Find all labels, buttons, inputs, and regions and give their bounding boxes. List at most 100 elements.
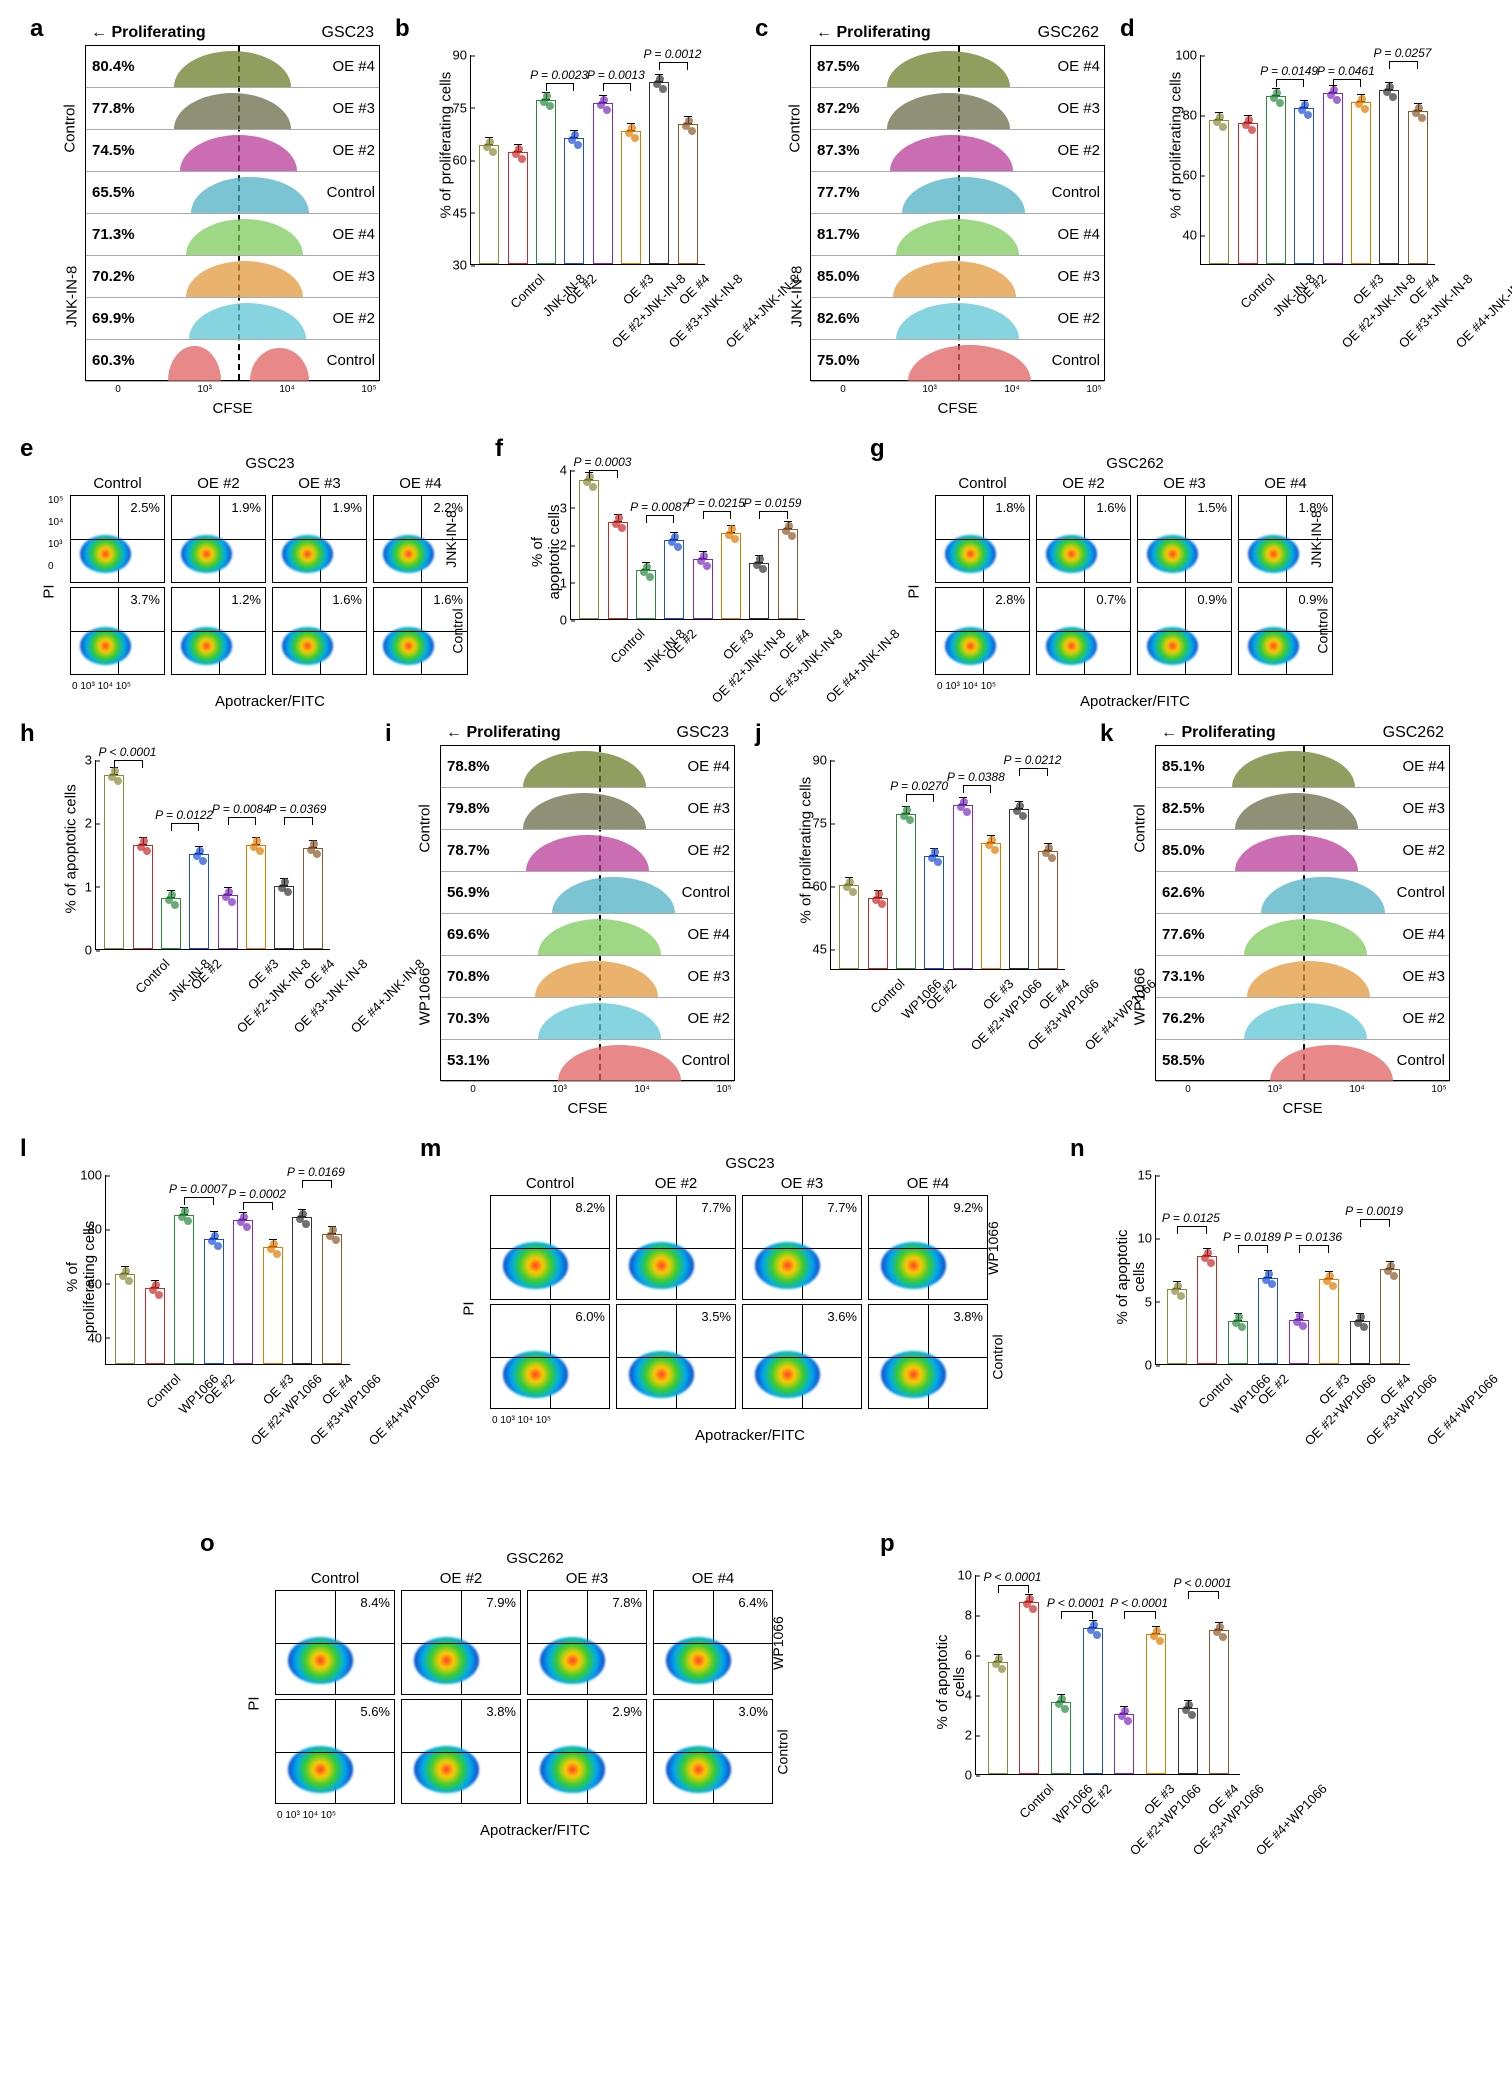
bar xyxy=(839,885,859,969)
percent-label: 70.3% xyxy=(447,1010,490,1027)
panel-label-n: n xyxy=(1070,1135,1085,1163)
histogram-row: 53.1%Control xyxy=(441,1040,734,1082)
treatment-group-label: JNK-IN-8 xyxy=(788,266,805,328)
p-value: P = 0.0388 xyxy=(947,770,1005,784)
bar xyxy=(721,533,741,619)
histogram-panel-k: ← ProliferatingGSC26285.1%OE #482.5%OE #… xyxy=(1155,745,1450,1081)
treatment-row-label: WP1066 xyxy=(770,1616,786,1670)
y-tick: 30 xyxy=(453,258,471,273)
y-tick: 0 xyxy=(560,613,571,628)
column-header: Control xyxy=(935,475,1030,492)
treatment-row-label: Control xyxy=(449,608,465,653)
apoptotic-percent: 1.8% xyxy=(995,500,1025,515)
percent-label: 73.1% xyxy=(1162,968,1205,985)
percent-label: 85.1% xyxy=(1162,758,1205,775)
histogram-row: 87.5% OE #4 xyxy=(811,46,1104,88)
cell-line-label: GSC23 xyxy=(70,455,470,472)
bar xyxy=(1009,809,1029,969)
percent-label: 70.2% xyxy=(92,268,135,285)
p-value: P = 0.0270 xyxy=(890,779,948,793)
column-header: OE #3 xyxy=(527,1570,647,1587)
condition-label: OE #4 xyxy=(1057,226,1100,243)
apoptotic-percent: 8.4% xyxy=(360,1595,390,1610)
scatter-plot: 2.8% xyxy=(935,587,1030,675)
condition-label: OE #4 xyxy=(332,58,375,75)
scatter-plot: 9.2% xyxy=(868,1195,988,1300)
scatter-panel-g: GSC262ControlOE #2OE #3OE #41.8%1.6%1.5%… xyxy=(935,475,1335,675)
y-tick: 90 xyxy=(813,753,831,768)
bar xyxy=(1051,1702,1071,1774)
apoptotic-percent: 3.8% xyxy=(486,1704,516,1719)
scatter-plot: 1.9% xyxy=(171,495,266,583)
histogram-row: 70.3%OE #2 xyxy=(441,998,734,1040)
percent-label: 87.5% xyxy=(817,58,860,75)
condition-label: Control xyxy=(1052,184,1100,201)
condition-label: OE #4 xyxy=(1402,926,1445,943)
histogram-row: 69.9%OE #2 xyxy=(86,298,379,340)
bar-chart-l: 406080100% ofproliferating cellsControlW… xyxy=(105,1175,350,1365)
y-tick: 60 xyxy=(453,153,471,168)
y-tick: 90 xyxy=(453,48,471,63)
proliferating-arrow: ← Proliferating xyxy=(91,24,206,42)
bar xyxy=(953,805,973,969)
condition-label: OE #4 xyxy=(687,758,730,775)
bar xyxy=(579,480,599,619)
panel-label-l: l xyxy=(20,1135,27,1163)
cell-line-label: GSC262 xyxy=(1038,24,1099,42)
apoptotic-percent: 9.2% xyxy=(953,1200,983,1215)
apoptotic-percent: 3.8% xyxy=(953,1309,983,1324)
bar-chart-h: 0123% of apoptotic cellsControlJNK-IN-8O… xyxy=(95,760,330,950)
condition-label: OE #3 xyxy=(332,100,375,117)
treatment-group-label: Control xyxy=(62,104,79,152)
axis-tick: 0 xyxy=(840,384,846,395)
apoptotic-percent: 7.9% xyxy=(486,1595,516,1610)
scatter-plot: 2.5% xyxy=(70,495,165,583)
condition-label: Control xyxy=(1052,352,1100,369)
panel-label-e: e xyxy=(20,435,33,463)
p-value: P = 0.0012 xyxy=(644,47,702,61)
scatter-plot: 3.0% xyxy=(653,1699,773,1804)
histogram-panel-a: ← ProliferatingGSC2380.4%OE #477.8%OE #3… xyxy=(85,45,380,381)
axis-tick: 10⁵ xyxy=(361,384,376,395)
percent-label: 53.1% xyxy=(447,1052,490,1069)
y-axis-label: % of apoptoticcells xyxy=(1114,1217,1148,1337)
bar xyxy=(204,1239,224,1364)
bar xyxy=(988,1662,1008,1774)
bar xyxy=(189,854,209,949)
y-axis-label: % ofproliferating cells xyxy=(64,1217,98,1337)
histogram-row: 65.5%Control xyxy=(86,172,379,214)
condition-label: OE #4 xyxy=(1057,58,1100,75)
condition-label: Control xyxy=(1397,884,1445,901)
column-header: OE #2 xyxy=(616,1175,736,1192)
percent-label: 80.4% xyxy=(92,58,135,75)
bar xyxy=(263,1247,283,1364)
condition-label: OE #3 xyxy=(1402,968,1445,985)
condition-label: OE #3 xyxy=(1402,800,1445,817)
p-value: P = 0.0125 xyxy=(1162,1211,1220,1225)
histogram-row: 71.3%OE #4 xyxy=(86,214,379,256)
histogram-row: 58.5%Control xyxy=(1156,1040,1449,1082)
cell-line-label: GSC262 xyxy=(275,1550,795,1567)
p-value: P = 0.0461 xyxy=(1317,64,1375,78)
p-value: P = 0.0149 xyxy=(1260,64,1318,78)
percent-label: 74.5% xyxy=(92,142,135,159)
histogram-row: 87.3%OE #2 xyxy=(811,130,1104,172)
condition-label: OE #2 xyxy=(332,310,375,327)
y-axis-label: % of apoptotic cells xyxy=(63,794,80,914)
scatter-plot: 1.8% xyxy=(935,495,1030,583)
condition-label: OE #4 xyxy=(332,226,375,243)
column-header: OE #3 xyxy=(1137,475,1232,492)
y-tick: 0 xyxy=(1145,1358,1156,1373)
axis-tick: 10³ xyxy=(197,384,211,395)
apoptotic-percent: 1.5% xyxy=(1197,500,1227,515)
apoptotic-percent: 1.6% xyxy=(433,592,463,607)
scatter-plot: 6.4% xyxy=(653,1590,773,1695)
axis-tick: 10⁵ xyxy=(716,1084,731,1095)
x-axis-label: CFSE xyxy=(811,400,1104,417)
p-value: P < 0.0001 xyxy=(984,1570,1042,1584)
y-axis-label: % of proliferating cells xyxy=(798,804,815,924)
bar xyxy=(981,843,1001,969)
panel-label-d: d xyxy=(1120,15,1135,43)
histogram-row: 85.0%OE #3 xyxy=(811,256,1104,298)
p-value: P = 0.0215 xyxy=(687,496,745,510)
